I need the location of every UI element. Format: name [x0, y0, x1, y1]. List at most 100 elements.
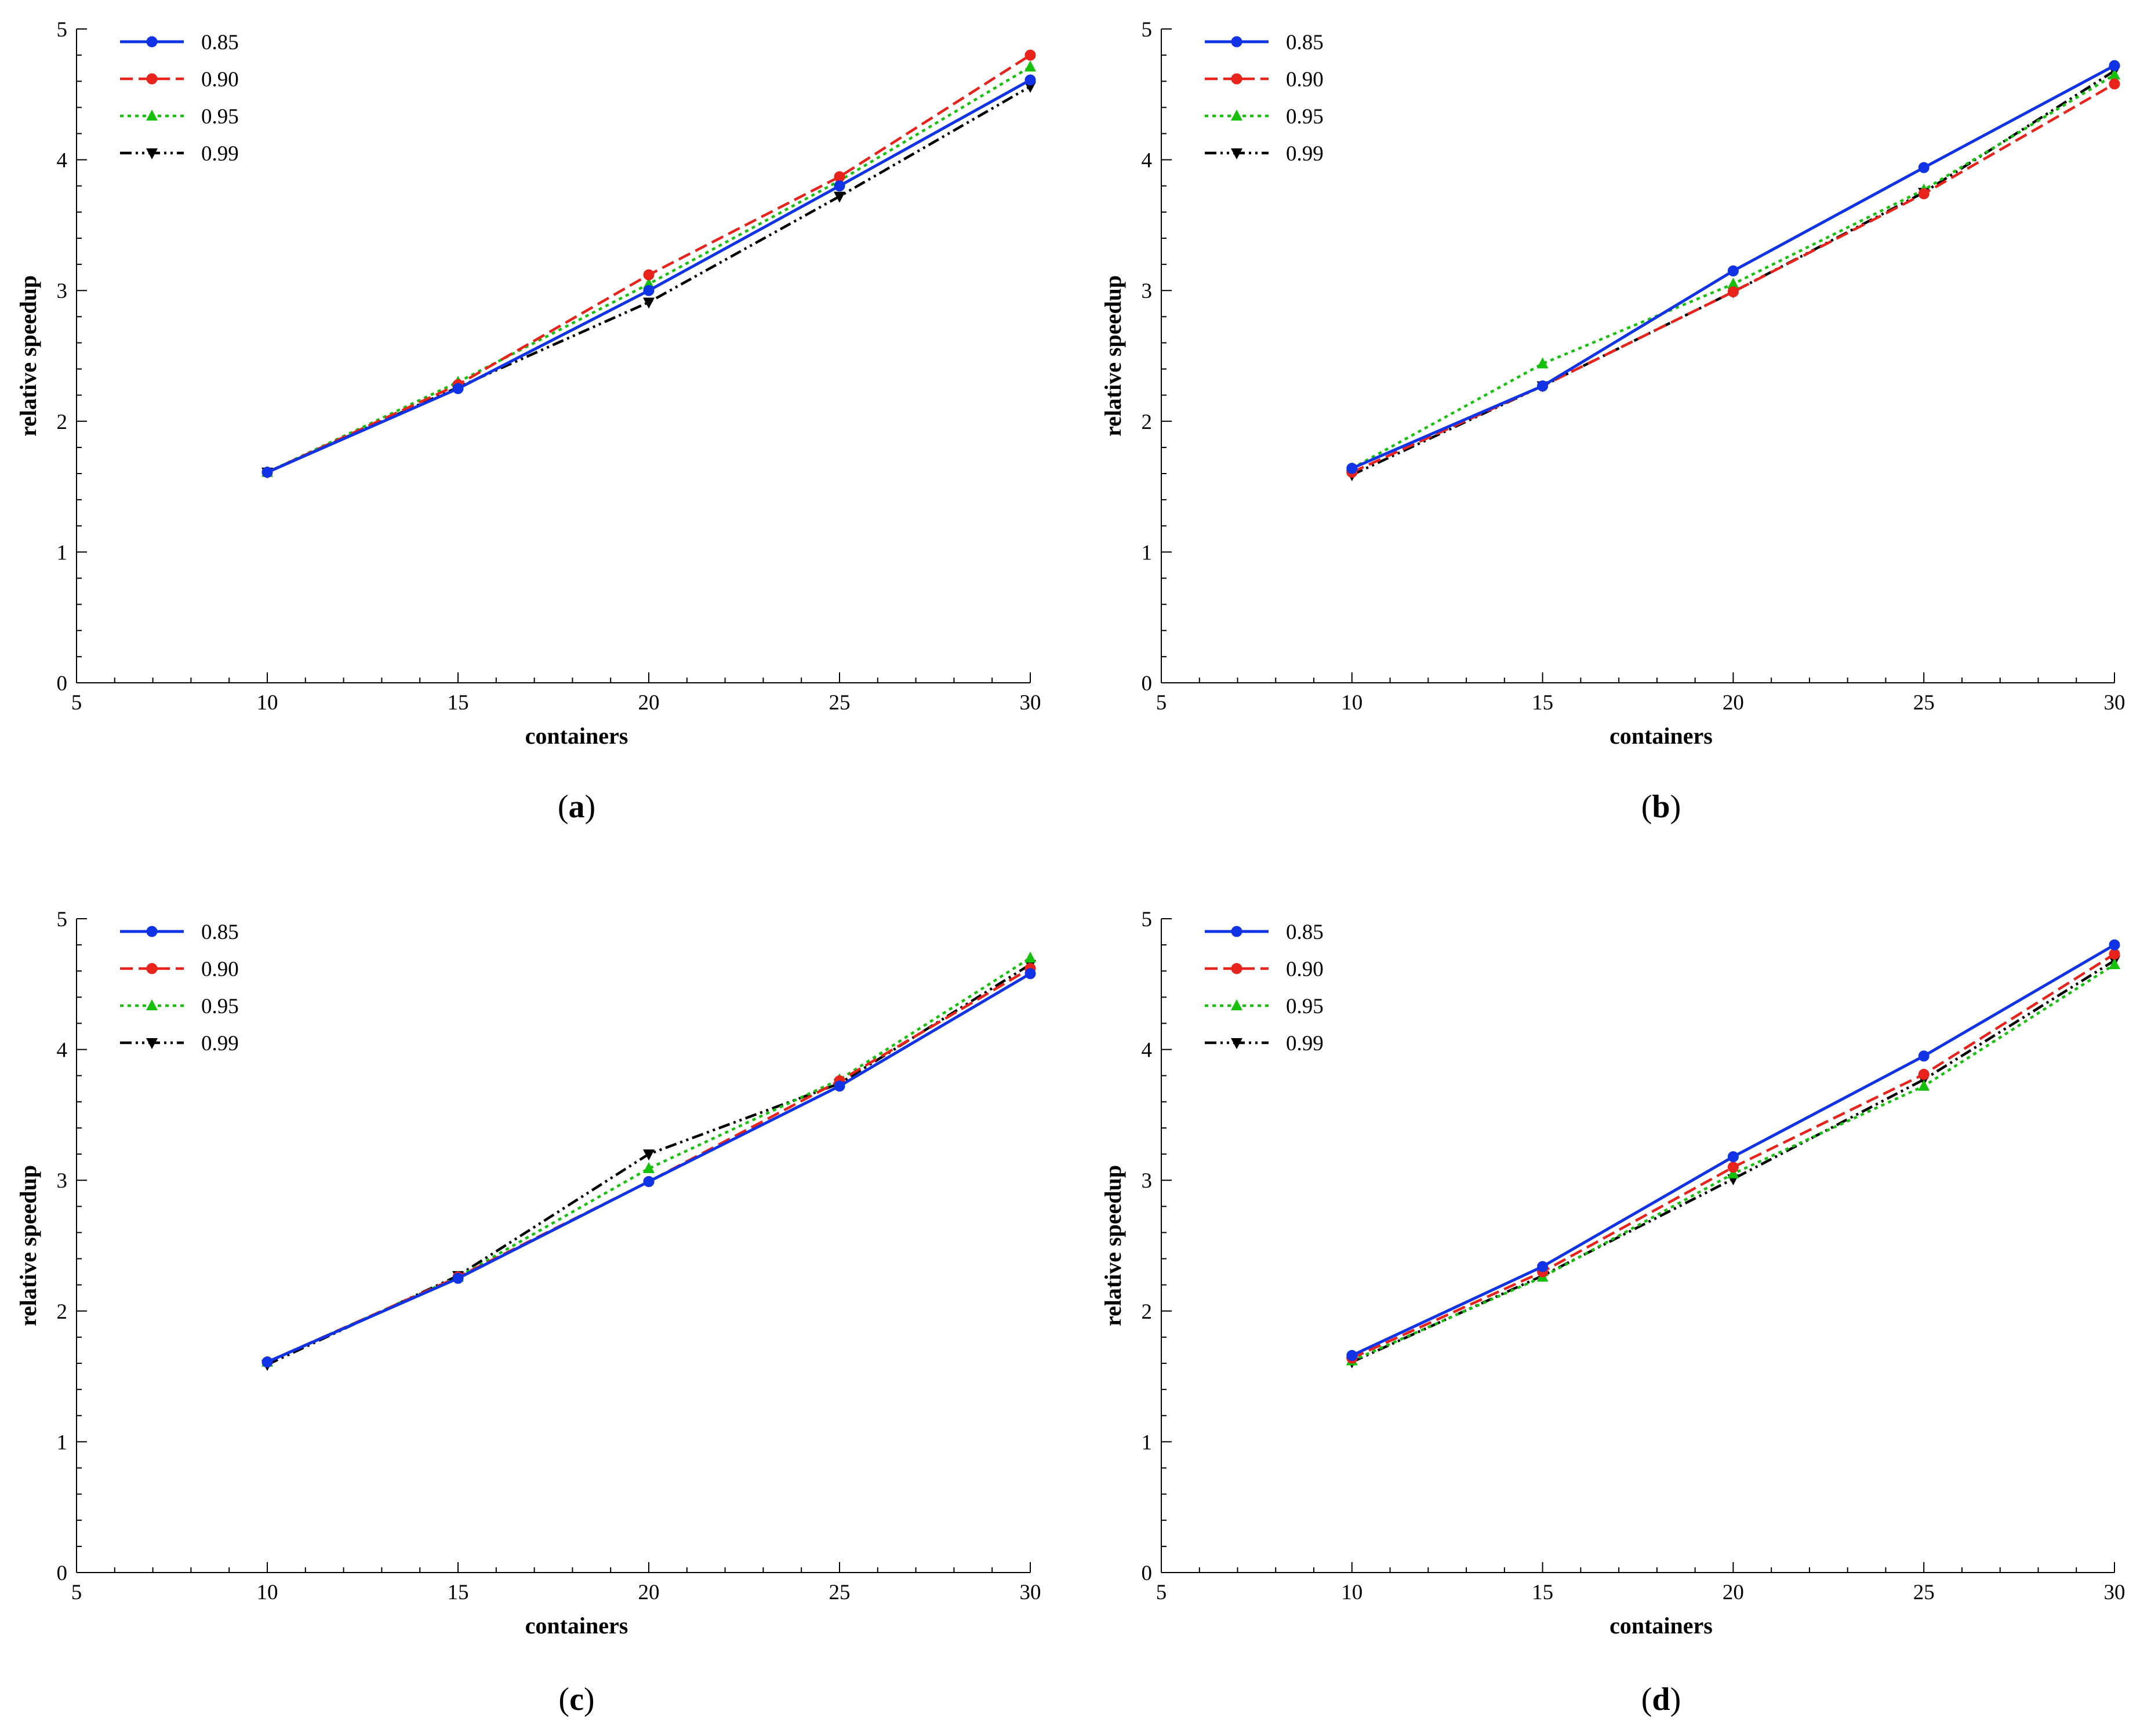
x-tick-label: 15	[1532, 691, 1553, 715]
y-tick-label: 5	[57, 908, 68, 931]
data-point	[2109, 939, 2120, 951]
legend-marker	[1231, 926, 1242, 937]
data-point	[1346, 1350, 1358, 1362]
legend-label: 0.85	[1286, 31, 1324, 54]
x-tick-label: 5	[1156, 691, 1167, 715]
series-0.85	[1346, 939, 2120, 1362]
y-tick-label: 2	[1142, 1300, 1153, 1324]
data-point	[1918, 1050, 1930, 1062]
data-point	[1918, 1068, 1930, 1080]
y-tick-label: 4	[1142, 149, 1153, 173]
y-tick-label: 0	[57, 1562, 68, 1585]
chart-panel-c: 5 10 15 20 25 30 0 1 2 3 4 5 containers relative spee…	[15, 908, 1041, 1717]
data-point	[1024, 60, 1036, 72]
data-point	[643, 1149, 655, 1161]
data-point	[834, 191, 845, 203]
data-point	[1024, 951, 1036, 963]
legend-marker	[146, 148, 158, 159]
legend-label: 0.90	[1286, 68, 1324, 92]
x-tick-label: 15	[448, 1581, 469, 1604]
y-tick-label: 3	[57, 1169, 68, 1193]
y-axis-title: relative speedup	[1100, 1165, 1126, 1326]
data-point	[2109, 68, 2120, 79]
x-tick-label: 30	[1020, 1581, 1041, 1604]
y-tick-label: 1	[57, 541, 68, 565]
y-tick-label: 4	[57, 149, 68, 173]
series-0.85	[261, 968, 1036, 1368]
data-point	[643, 1162, 655, 1173]
chart-panel-a: 5 10 15 20 25 30 0 1 2 3 4 5 containers relative spee…	[15, 18, 1041, 825]
legend-label: 0.95	[1286, 105, 1324, 129]
panel-caption: (a)	[558, 789, 595, 825]
legend-label: 0.99	[201, 142, 239, 166]
legend-label: 0.85	[201, 920, 239, 944]
legend-marker	[1231, 110, 1242, 121]
data-point	[1024, 49, 1036, 61]
x-tick-label: 10	[257, 691, 278, 715]
data-point	[2109, 958, 2120, 969]
legend-marker	[146, 73, 158, 85]
data-point	[1727, 1167, 1739, 1178]
x-tick-label: 25	[1913, 691, 1935, 715]
panel-caption: (c)	[558, 1682, 594, 1717]
data-point	[2109, 60, 2120, 71]
x-tick-label: 20	[638, 691, 660, 715]
data-point	[1727, 1162, 1739, 1173]
data-point	[261, 1356, 273, 1368]
data-point	[643, 297, 655, 309]
legend-label: 0.85	[201, 31, 239, 54]
legend-marker	[1231, 148, 1242, 159]
y-tick-label: 4	[1142, 1039, 1153, 1062]
legend-marker	[146, 110, 158, 121]
panel-caption: (d)	[1641, 1682, 1681, 1717]
x-tick-label: 15	[1532, 1581, 1553, 1604]
legend-label: 0.99	[1286, 1032, 1324, 1056]
x-axis-title: containers	[1609, 1613, 1713, 1639]
legend-marker	[1231, 1038, 1242, 1049]
data-point	[261, 467, 273, 478]
legend-label: 0.95	[201, 105, 239, 129]
x-tick-label: 20	[638, 1581, 660, 1604]
legend-label: 0.99	[1286, 142, 1324, 166]
panel-caption: (b)	[1641, 789, 1681, 825]
data-point	[452, 383, 464, 394]
legend-marker	[1231, 999, 1242, 1010]
data-point	[1918, 162, 1930, 173]
x-tick-label: 10	[1341, 691, 1362, 715]
y-tick-label: 1	[57, 1431, 68, 1454]
data-point	[2109, 78, 2120, 90]
data-point	[1727, 286, 1739, 297]
legend: 0.85 0.90 0.95 0.99	[120, 920, 239, 1056]
y-tick-label: 2	[57, 1300, 68, 1324]
series-line	[1351, 959, 2116, 1363]
x-axis-title: containers	[1609, 723, 1713, 749]
y-tick-label: 5	[1142, 18, 1153, 42]
legend-label: 0.95	[1286, 995, 1324, 1018]
x-tick-label: 5	[1156, 1581, 1167, 1604]
legend-label: 0.90	[1286, 958, 1324, 981]
legend-marker	[1231, 963, 1242, 974]
y-tick-label: 4	[57, 1039, 68, 1062]
y-axis-title: relative speedup	[1100, 275, 1126, 436]
x-tick-label: 25	[829, 1581, 851, 1604]
data-point	[1346, 463, 1358, 474]
data-point	[643, 285, 655, 296]
legend: 0.85 0.90 0.95 0.99	[1205, 31, 1324, 166]
data-point	[1024, 74, 1036, 86]
x-tick-label: 30	[2104, 1581, 2125, 1604]
chart-panel-b: 5 10 15 20 25 30 0 1 2 3 4 5 containers relative spee…	[1100, 18, 2125, 825]
data-point	[1024, 968, 1036, 980]
x-tick-label: 25	[1913, 1581, 1935, 1604]
legend: 0.85 0.90 0.95 0.99	[1205, 920, 1324, 1056]
y-tick-label: 2	[1142, 410, 1153, 434]
x-axis-title: containers	[525, 723, 628, 749]
legend-label: 0.95	[201, 995, 239, 1018]
chart-panel-d: 5 10 15 20 25 30 0 1 2 3 4 5 containers relative spee…	[1100, 908, 2125, 1717]
legend: 0.85 0.90 0.95 0.99	[120, 31, 239, 166]
x-tick-label: 25	[829, 691, 851, 715]
data-point	[1536, 357, 1549, 369]
legend-label: 0.90	[201, 68, 239, 92]
y-tick-label: 2	[57, 410, 68, 434]
